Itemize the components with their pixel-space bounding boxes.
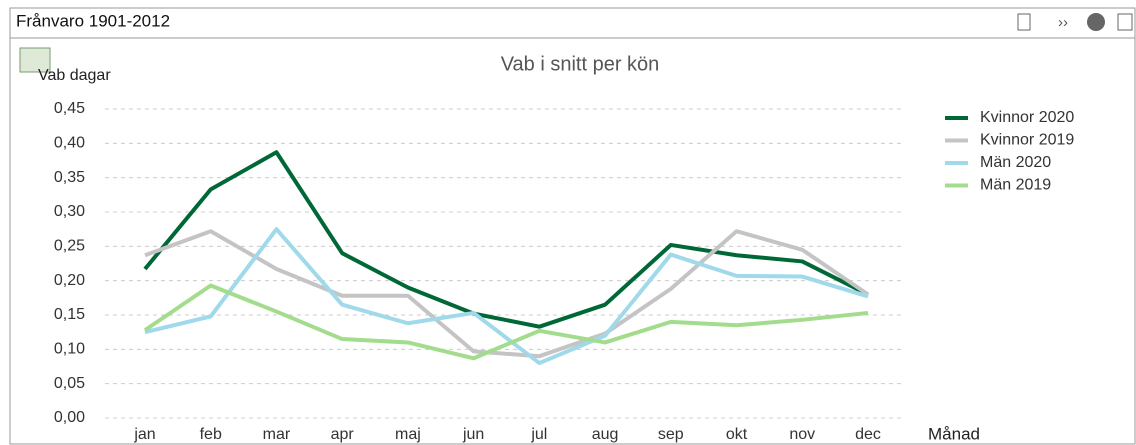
x-tick-label: okt bbox=[726, 426, 748, 443]
chart-title: Vab i snitt per kön bbox=[501, 53, 660, 75]
data-line bbox=[144, 229, 870, 359]
legend-label: Kvinnor 2019 bbox=[980, 132, 1074, 149]
y-tick-label: 0,40 bbox=[54, 135, 85, 152]
window-header bbox=[9, 7, 1136, 39]
y-tick-label: 0,25 bbox=[54, 238, 85, 255]
x-tick-label: maj bbox=[395, 426, 421, 443]
y-tick-label: 0,05 bbox=[54, 375, 85, 392]
y-tick-label: 0,20 bbox=[54, 272, 85, 289]
x-tick-label: nov bbox=[789, 426, 815, 443]
x-tick-label: mar bbox=[263, 426, 291, 443]
window-frame bbox=[9, 7, 1136, 445]
data-line bbox=[143, 150, 869, 329]
legend-label: Kvinnor 2020 bbox=[980, 109, 1074, 126]
legend-label: Män 2019 bbox=[980, 177, 1051, 194]
x-tick-label: apr bbox=[331, 426, 355, 443]
y-axis-label: Vab dagar bbox=[38, 67, 111, 84]
data-line bbox=[144, 227, 869, 366]
x-tick-label: feb bbox=[200, 426, 222, 443]
x-axis-label: Månad bbox=[928, 424, 980, 443]
x-tick-label: jan bbox=[133, 426, 155, 443]
data-line bbox=[143, 283, 869, 361]
x-tick-label: jun bbox=[462, 426, 484, 443]
x-tick-label: aug bbox=[592, 426, 619, 443]
toolbar-icons[interactable]: ›› bbox=[1017, 13, 1133, 31]
y-tick-label: 0,35 bbox=[54, 169, 85, 186]
x-tick-label: jul bbox=[530, 426, 547, 443]
x-tick-label: sep bbox=[658, 426, 684, 443]
y-tick-label: 0,10 bbox=[54, 341, 85, 358]
y-tick-label: 0,00 bbox=[54, 409, 85, 426]
maximize-icon[interactable] bbox=[1117, 13, 1133, 31]
legend-label: Män 2020 bbox=[980, 154, 1051, 171]
expand-icon[interactable]: ›› bbox=[1058, 14, 1068, 31]
y-tick-label: 0,45 bbox=[54, 100, 85, 117]
export-icon[interactable] bbox=[1017, 13, 1031, 31]
x-tick-label: dec bbox=[855, 426, 881, 443]
window-title: Frånvaro 1901-2012 bbox=[16, 11, 170, 30]
y-tick-label: 0,15 bbox=[54, 306, 85, 323]
chart-type-icon[interactable] bbox=[19, 47, 51, 73]
help-icon[interactable] bbox=[1087, 13, 1105, 31]
y-tick-label: 0,30 bbox=[54, 203, 85, 220]
